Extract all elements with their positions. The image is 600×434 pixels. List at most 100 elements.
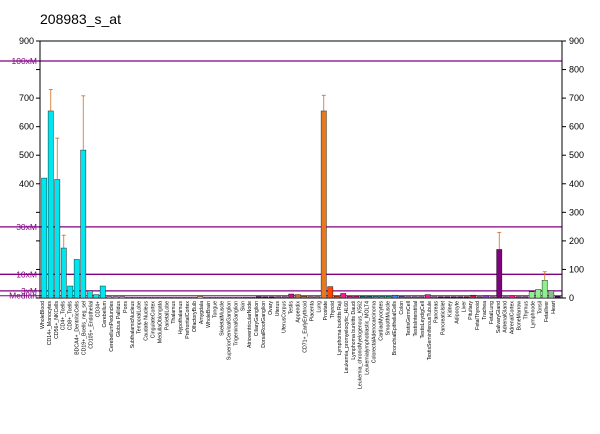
bar [379, 296, 386, 299]
bar [496, 249, 503, 299]
reference-line-label: 100xM [11, 56, 37, 66]
bar [119, 296, 126, 299]
bar [307, 296, 314, 299]
plot-frame [39, 40, 563, 299]
bar [554, 296, 561, 299]
category-label: Thyroid [330, 301, 336, 318]
bar [502, 296, 509, 299]
bar [93, 294, 100, 299]
bar [411, 296, 418, 299]
category-label: FetalThyroid [475, 301, 481, 330]
bar [541, 280, 548, 299]
right-axis-tick-label: 0 [569, 293, 574, 303]
bar [210, 296, 217, 299]
category-label: Kidney [447, 301, 453, 317]
category-label: Cerebellum [102, 301, 108, 328]
category-label: CardiacMyocytes [378, 301, 384, 341]
category-label: Fetalliver [544, 301, 550, 322]
bar [515, 296, 522, 299]
category-label: UterusCorpus [282, 301, 288, 333]
bar [288, 293, 295, 299]
bar [151, 296, 158, 299]
category-label: Heart [551, 300, 557, 313]
right-axis-tick-label: 700 [569, 93, 584, 103]
category-label: TestisInterstitial [413, 301, 419, 336]
bar [132, 296, 139, 299]
left-axis-tick-label: 500 [19, 150, 34, 160]
category-label: Adipocyte [454, 301, 460, 324]
bar [268, 296, 275, 299]
bar [138, 296, 145, 299]
bar [80, 149, 87, 299]
bar [340, 293, 347, 299]
category-label: PancreaticIslet [441, 300, 447, 335]
right-axis-tick-label: 500 [569, 150, 584, 160]
category-label: Amygdala [199, 301, 205, 324]
category-label: SuperiorCervicalGanglion [226, 301, 232, 360]
bar [112, 296, 119, 299]
category-label: Placenta [309, 301, 315, 321]
bar [164, 296, 171, 299]
bar [301, 296, 308, 299]
bar [145, 296, 152, 299]
category-label: Leukemia_promyelocytic_HL60 [344, 301, 350, 373]
category-label: Liver [461, 301, 467, 313]
category-label: MedullaOblongata [157, 301, 163, 343]
bar [203, 296, 210, 299]
category-label: WholeBrain [206, 301, 212, 328]
category-label: Hypothalamus [178, 301, 184, 335]
bar [314, 296, 321, 299]
bar [366, 296, 373, 299]
category-label: TestisGermCell [406, 301, 412, 336]
category-label: Colon [399, 301, 405, 315]
bar [418, 296, 425, 299]
bar [262, 296, 269, 299]
category-label: FetalLung [489, 301, 495, 324]
bar [249, 296, 256, 299]
category-label: Leukemialymphoblastic_MOLT4 [365, 301, 371, 375]
category-label: Globus Pallidus [116, 301, 122, 337]
category-label: Lymphoma burkitts Raji [337, 301, 343, 355]
chart-title: 208983_s_at [40, 11, 121, 27]
left-axis-tick-label: 900 [19, 36, 34, 46]
bar [327, 286, 334, 299]
category-label: CD105+_Endothelial [88, 301, 94, 349]
left-axis-tick-label: 700 [19, 93, 34, 103]
category-label: CD14+_Monocytes [47, 301, 53, 346]
category-label: Tongue [213, 301, 219, 318]
bar [41, 177, 48, 299]
bar [457, 296, 464, 299]
reference-line-label: 3xM [21, 286, 37, 296]
bar [548, 290, 555, 299]
category-label: Pons [123, 301, 129, 313]
bar [242, 296, 249, 299]
category-label: CerebellumPeduncles [109, 301, 115, 352]
bar [320, 110, 327, 299]
bar [47, 110, 54, 299]
right-axis-tick-label: 600 [569, 122, 584, 132]
category-label: TemporalLobe [137, 301, 143, 334]
category-label: CiliaryGanglion [254, 301, 260, 336]
bar [431, 296, 438, 299]
category-label: Thalamus [171, 301, 177, 324]
right-axis-tick-label: 900 [569, 36, 584, 46]
right-axis-tick-label: 300 [569, 207, 584, 217]
category-label: AdrenalCortex [510, 301, 516, 335]
category-label: CD4+_Tcells [61, 301, 67, 331]
category-label: Leukemia_chronicMyelogenous_K562 [358, 301, 364, 389]
bar [106, 296, 113, 299]
bar [229, 296, 236, 299]
category-label: Ovary [268, 301, 274, 315]
category-label: BoneMarrow [517, 301, 523, 331]
bar [236, 296, 243, 299]
category-label: OlfactoryBulb [192, 301, 198, 332]
category-label: SmoothMuscle [385, 301, 391, 335]
reference-line-label: 30xM [16, 222, 37, 232]
bar [353, 296, 360, 299]
left-axis: 400 500 600 700 900 [19, 36, 40, 299]
category-label: CingulateCortex [151, 301, 157, 339]
category-label: TestisSeminiferousTubule [427, 301, 433, 360]
bar [392, 294, 399, 299]
category-label: Trachea [482, 301, 488, 320]
category-label: AtrioventricularNode [247, 301, 253, 348]
